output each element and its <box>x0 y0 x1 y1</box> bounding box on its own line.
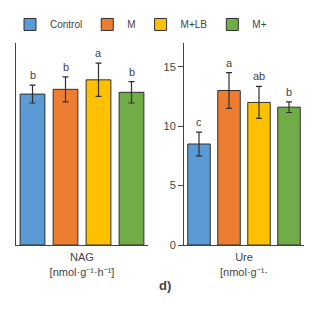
svg-text:Control: Control <box>50 19 82 30</box>
svg-text:d): d) <box>159 278 171 293</box>
svg-text:M+LB: M+LB <box>181 19 208 30</box>
svg-text:b: b <box>63 61 69 73</box>
svg-text:b: b <box>286 86 292 98</box>
svg-text:c: c <box>196 116 202 128</box>
svg-text:b: b <box>30 69 36 81</box>
svg-text:a: a <box>226 57 233 69</box>
svg-text:Ure[nmol·g⁻¹·: Ure[nmol·g⁻¹· <box>220 251 268 277</box>
svg-text:ab: ab <box>253 70 265 82</box>
svg-text:M: M <box>127 19 135 30</box>
svg-text:NAG[nmol·g⁻¹·h⁻¹]: NAG[nmol·g⁻¹·h⁻¹] <box>50 251 115 277</box>
svg-text:a: a <box>95 47 102 59</box>
svg-text:10: 10 <box>164 120 176 132</box>
svg-text:0: 0 <box>170 239 176 251</box>
svg-text:b: b <box>129 66 135 78</box>
svg-text:5: 5 <box>170 179 176 191</box>
svg-text:M+: M+ <box>252 19 266 30</box>
svg-text:15: 15 <box>164 61 176 73</box>
